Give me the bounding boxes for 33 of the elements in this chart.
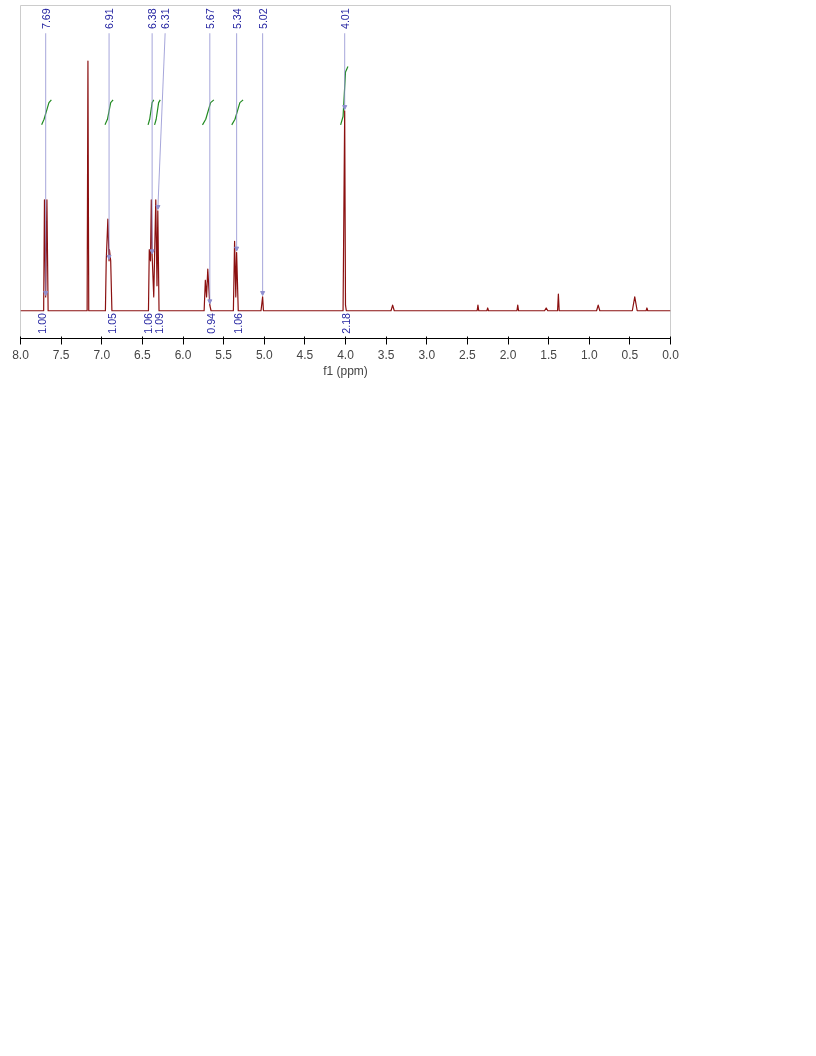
x-tick-label: 5.5	[215, 347, 233, 362]
x-tick-label: 0.0	[662, 347, 680, 362]
annotation: 1.00	[36, 312, 49, 334]
x-tick-label: 2.0	[499, 347, 517, 362]
annotation: 1.06	[142, 312, 155, 334]
x-tick-label: 5.0	[255, 347, 273, 362]
annotation: 1.06	[232, 312, 245, 334]
annotation: 1.09	[153, 312, 166, 334]
x-tick-label: 1.5	[540, 347, 558, 362]
x-tick-label: 7.5	[52, 347, 70, 362]
annotation: 6.38	[146, 8, 159, 30]
annotation: 5.02	[256, 8, 269, 30]
x-tick-label: 4.0	[337, 347, 355, 362]
x-tick-label: 1.0	[580, 347, 598, 362]
x-tick-label: 2.5	[459, 347, 477, 362]
annotation: 0.94	[205, 312, 218, 334]
x-tick-label: 6.5	[134, 347, 152, 362]
x-tick-label: 3.5	[377, 347, 395, 362]
annotation: 2.18	[340, 312, 353, 334]
x-tick-label: 3.0	[418, 347, 436, 362]
annotation: 5.67	[203, 8, 216, 30]
annotation: 6.31	[159, 8, 172, 30]
x-axis-title: f1 (ppm)	[323, 363, 368, 378]
x-tick-label: 7.0	[93, 347, 111, 362]
annotation: 5.34	[230, 8, 243, 30]
annotation: 7.69	[39, 8, 52, 30]
x-tick-label: 8.0	[12, 347, 30, 362]
annotation: 4.01	[338, 8, 351, 30]
x-tick-label: 4.5	[296, 347, 314, 362]
x-tick-label: 6.0	[174, 347, 192, 362]
annotation: 6.91	[103, 8, 116, 30]
x-tick-label: 0.5	[621, 347, 639, 362]
annotation: 1.05	[105, 312, 118, 334]
